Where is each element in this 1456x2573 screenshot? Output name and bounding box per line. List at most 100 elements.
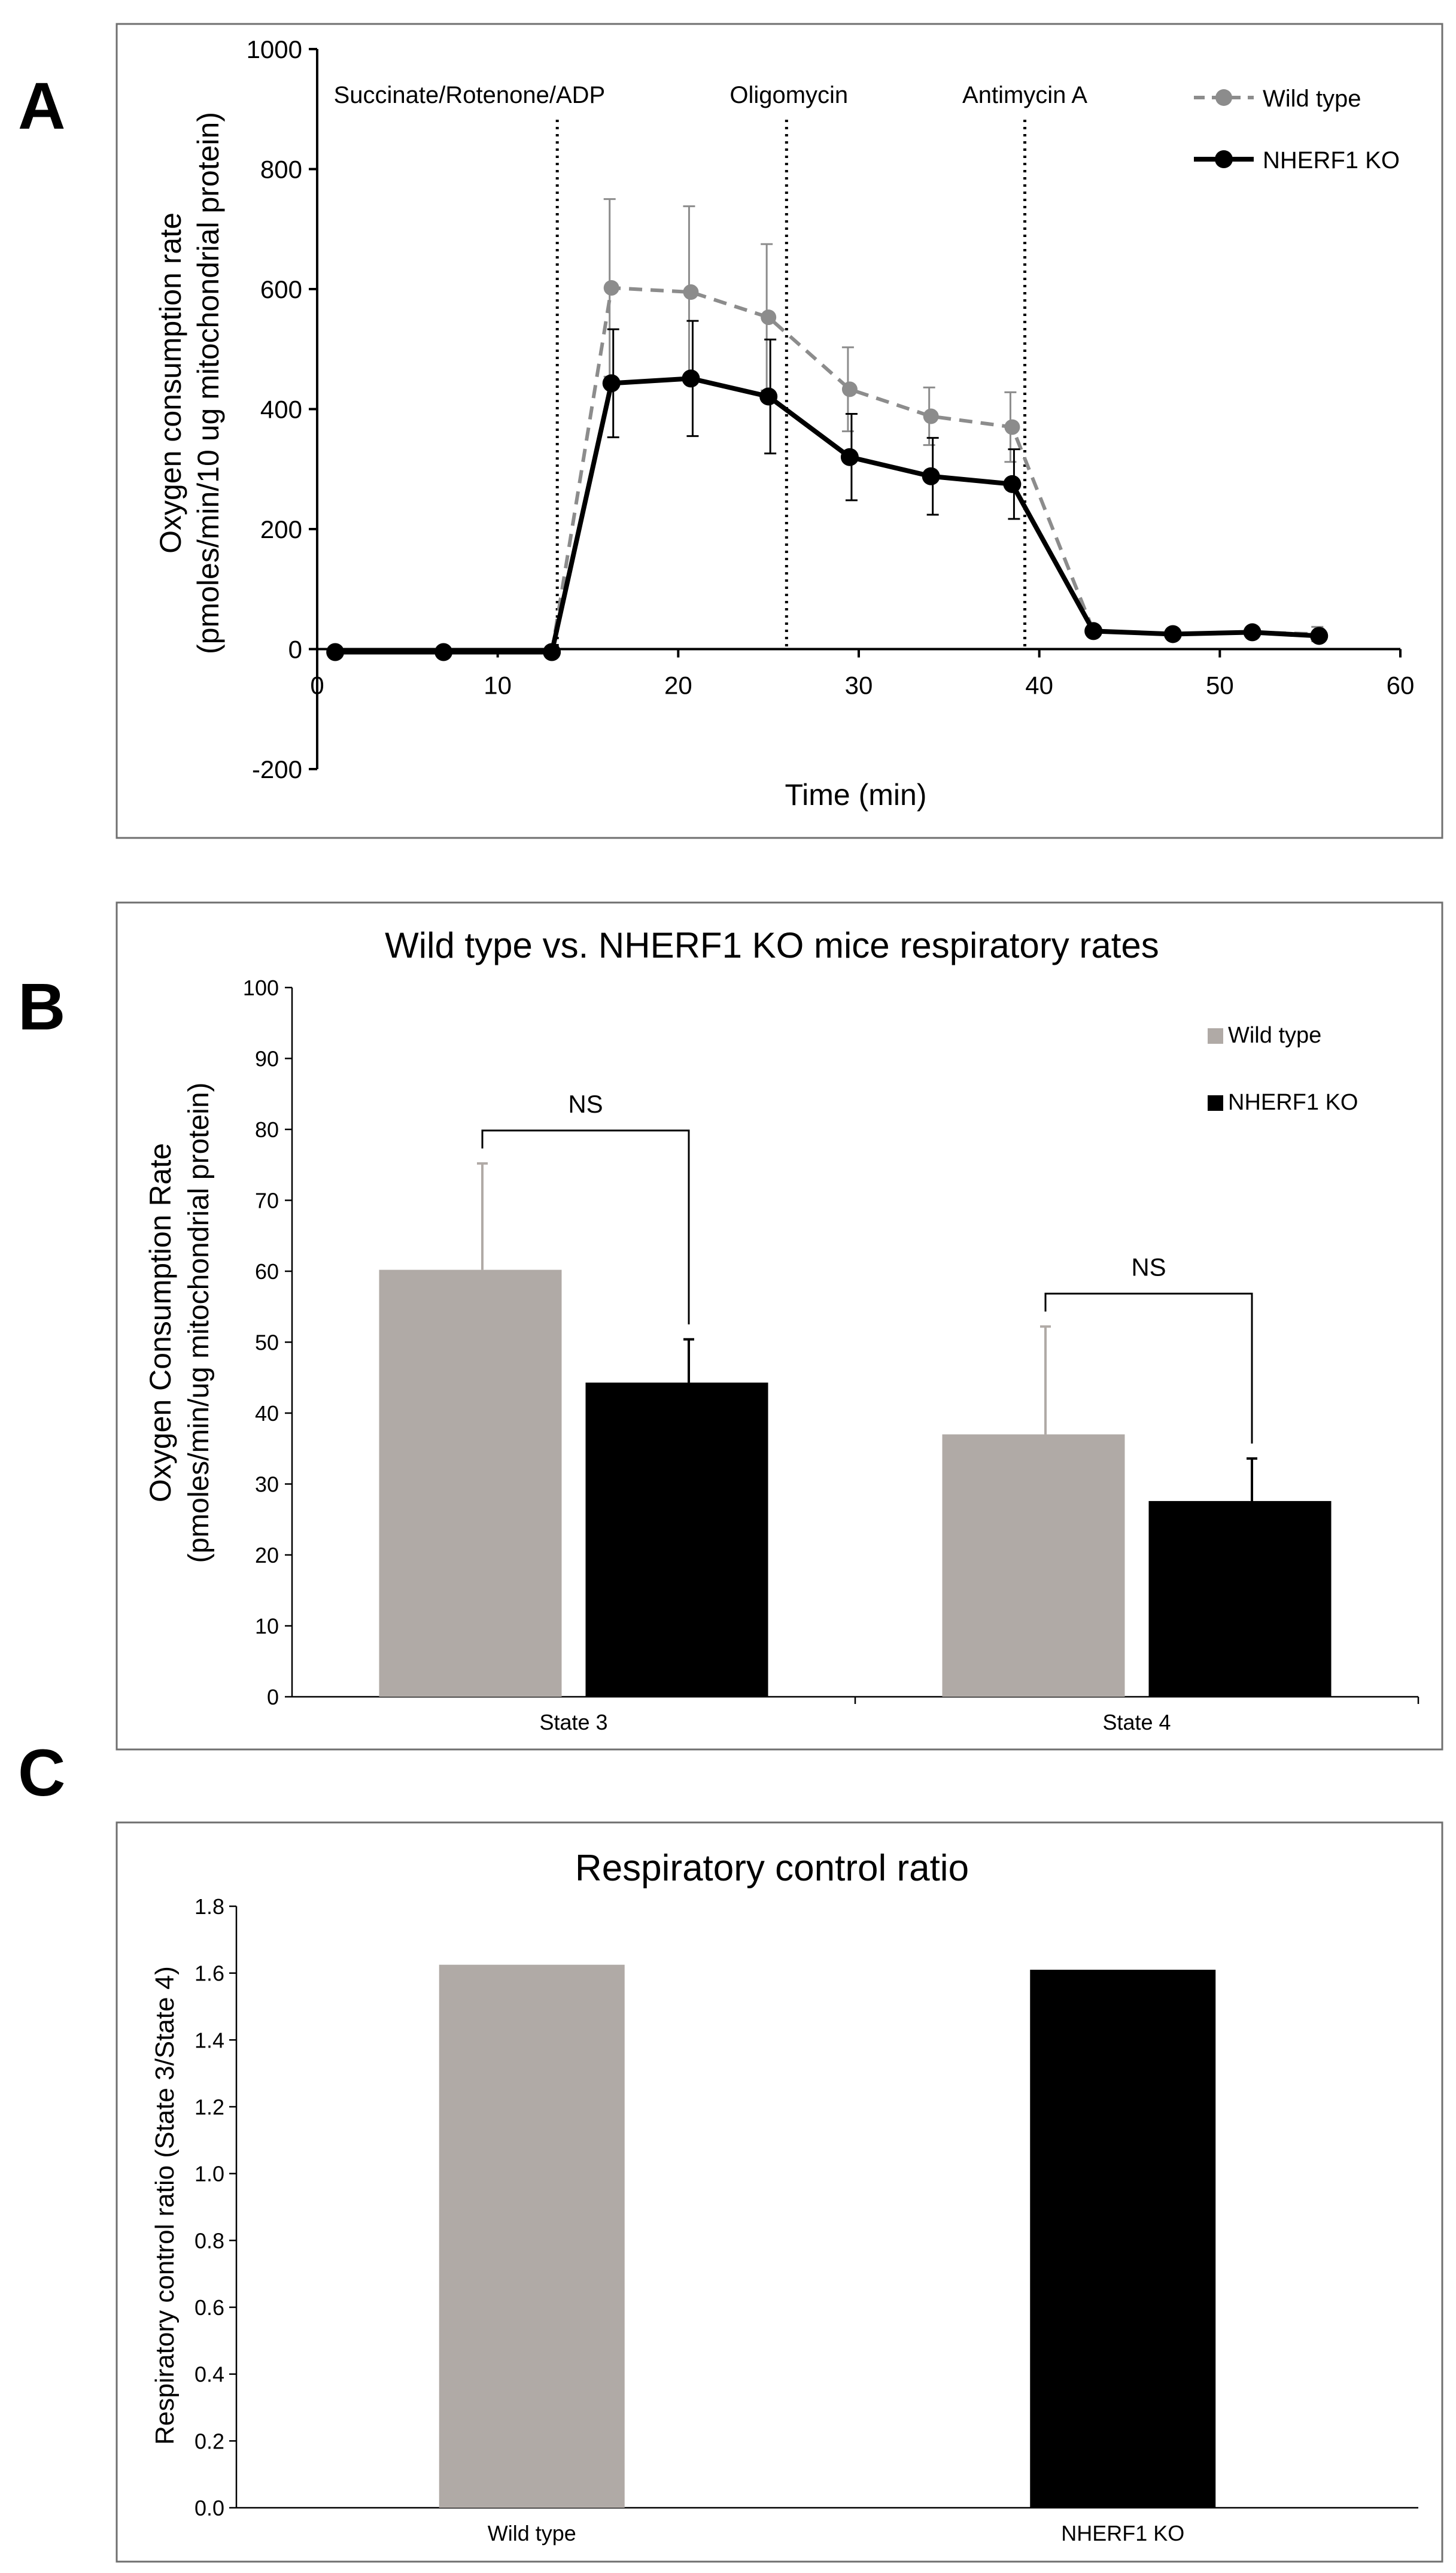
injection-markers: Succinate/Rotenone/ADP Oligomycin Antimyci… [334,82,1087,649]
y-tick-label: 10 [255,1614,279,1639]
x-tick-label: 60 [1387,672,1415,700]
y-tick-label: 1.6 [194,1961,224,1986]
y-axis-title-line2: (pmoles/min/10 ug mitochondrial protein) [192,112,225,654]
significance-bracket [1044,1292,1253,1444]
x-axis-title: Time (min) [785,778,926,812]
data-point-nherf1-ko [1003,475,1022,493]
injection-label: Oligomycin [729,82,848,108]
bar-wild-type [942,1434,1125,1697]
data-point-nherf1-ko [922,467,940,485]
panel-c: C Respiratory control ratio 0.0 0.2 0.4 0.6… [18,1736,1443,2563]
y-axis-title-line2: (pmoles/min/ug mitochondrial protein) [183,1082,215,1563]
data-point-wild-type [841,381,858,397]
x-tick-label: 50 [1206,672,1234,700]
y-tick-label: 0.0 [194,2496,224,2520]
y-tick-label: 0.2 [194,2429,224,2453]
y-tick-label: 0.4 [194,2362,224,2387]
panel-a-legend: Wild type NHERF1 KO [1194,86,1400,174]
data-point-nherf1-ko [1243,623,1262,642]
data-point-nherf1-ko [543,643,561,661]
category-label: State 4 [1102,1710,1171,1734]
y-tick-label: 40 [255,1401,279,1426]
legend-label-nherf1-ko: NHERF1 KO [1263,147,1400,174]
panel-c-title: Respiratory control ratio [575,1848,969,1889]
legend-swatch-wild-type [1208,1028,1223,1044]
y-tick-label: 80 [255,1117,279,1142]
data-point-wild-type [923,408,939,424]
panel-c-label: C [18,1736,65,1810]
series-line-wild-type [335,285,1320,654]
y-tick-label: 400 [260,396,302,424]
y-tick-label: 1.4 [194,2028,224,2052]
y-tick-label: 20 [255,1543,279,1568]
y-axis-title-line1: Oxygen Consumption Rate [144,1143,177,1502]
panel-a: A -200 0 200 400 600 800 1000 0 10 20 30 40 50 60 Suc… [18,23,1443,839]
y-tick-label: -200 [252,755,302,783]
y-tick-label: 0 [288,636,302,664]
significance-label: NS [568,1090,603,1118]
x-tick-label: 20 [664,672,692,700]
y-tick-label: 600 [260,275,302,303]
panel-b-legend: Wild type NHERF1 KO [1208,1023,1358,1115]
panel-b-title: Wild type vs. NHERF1 KO mice respiratory… [385,925,1159,965]
panel-c-bar-group [439,1964,1216,2508]
panel-b: B Wild type vs. NHERF1 KO mice respirato… [18,901,1443,1751]
y-tick-label: 200 [260,515,302,543]
legend-marker-nherf1-ko [1215,150,1233,168]
data-point-nherf1-ko [1310,627,1329,645]
x-tick-label: 40 [1025,672,1053,700]
panel-b-label: B [18,970,65,1044]
data-point-wild-type [603,280,619,296]
y-axis-title: Respiratory control ratio (State 3/State… [150,1966,180,2445]
data-point-nherf1-ko [602,374,621,393]
y-tick-label: 800 [260,156,302,184]
panel-a-label: A [18,69,65,143]
legend-label-nherf1-ko: NHERF1 KO [1228,1090,1358,1115]
y-tick-label: 1.2 [194,2095,224,2119]
y-tick-label: 0.6 [194,2295,224,2320]
data-point-wild-type [761,309,777,326]
data-point-nherf1-ko [326,643,345,661]
data-point-nherf1-ko [434,643,453,661]
panel-c-axes: 0.0 0.2 0.4 0.6 0.8 1.0 1.2 1.4 1.6 1.8 Wild type N… [194,1894,1418,2545]
x-tick-label: 30 [845,672,873,700]
panel-c-frame [115,1821,1443,2563]
injection-label: Succinate/Rotenone/ADP [334,82,606,108]
legend-label-wild-type: Wild type [1263,86,1361,112]
panel-a-frame [115,23,1443,839]
bar-wild-type [379,1269,562,1697]
y-tick-label: 1.0 [194,2162,224,2186]
panel-b-frame [115,901,1443,1751]
y-tick-label: 30 [255,1472,279,1497]
data-point-nherf1-ko [840,448,859,466]
y-tick-label: 50 [255,1330,279,1355]
data-point-nherf1-ko [682,369,700,388]
injection-label: Antimycin A [962,82,1087,108]
y-tick-label: 90 [255,1047,279,1071]
y-tick-label: 0.8 [194,2228,224,2253]
y-tick-label: 1000 [247,35,302,63]
category-label: Wild type [488,2521,576,2545]
legend-marker-wild-type [1215,89,1232,106]
category-label: NHERF1 KO [1061,2521,1184,2545]
y-tick-label: 70 [255,1189,279,1213]
legend-label-wild-type: Wild type [1228,1023,1321,1048]
bar-nherf1-ko [585,1383,768,1697]
bar-nherf1-ko [1030,1970,1216,2508]
data-point-nherf1-ko [759,387,778,406]
significance-label: NS [1131,1253,1166,1281]
significance-bracket [481,1129,690,1325]
data-point-nherf1-ko [1163,625,1182,643]
panel-a-axes: -200 0 200 400 600 800 1000 0 10 20 30 40 50 60 [247,35,1415,783]
bar-nherf1-ko [1148,1500,1332,1697]
panel-b-bar-group: NS NS [379,1090,1332,1697]
y-tick-label: 60 [255,1259,279,1284]
data-point-wild-type [683,284,699,300]
series-line-nherf1-ko [335,376,1320,655]
y-tick-label: 0 [267,1685,279,1709]
y-axis-title-line1: Oxygen consumption rate [154,212,187,554]
legend-swatch-nherf1-ko [1208,1095,1223,1111]
x-tick-label: 10 [484,672,512,700]
data-point-wild-type [1004,419,1020,435]
